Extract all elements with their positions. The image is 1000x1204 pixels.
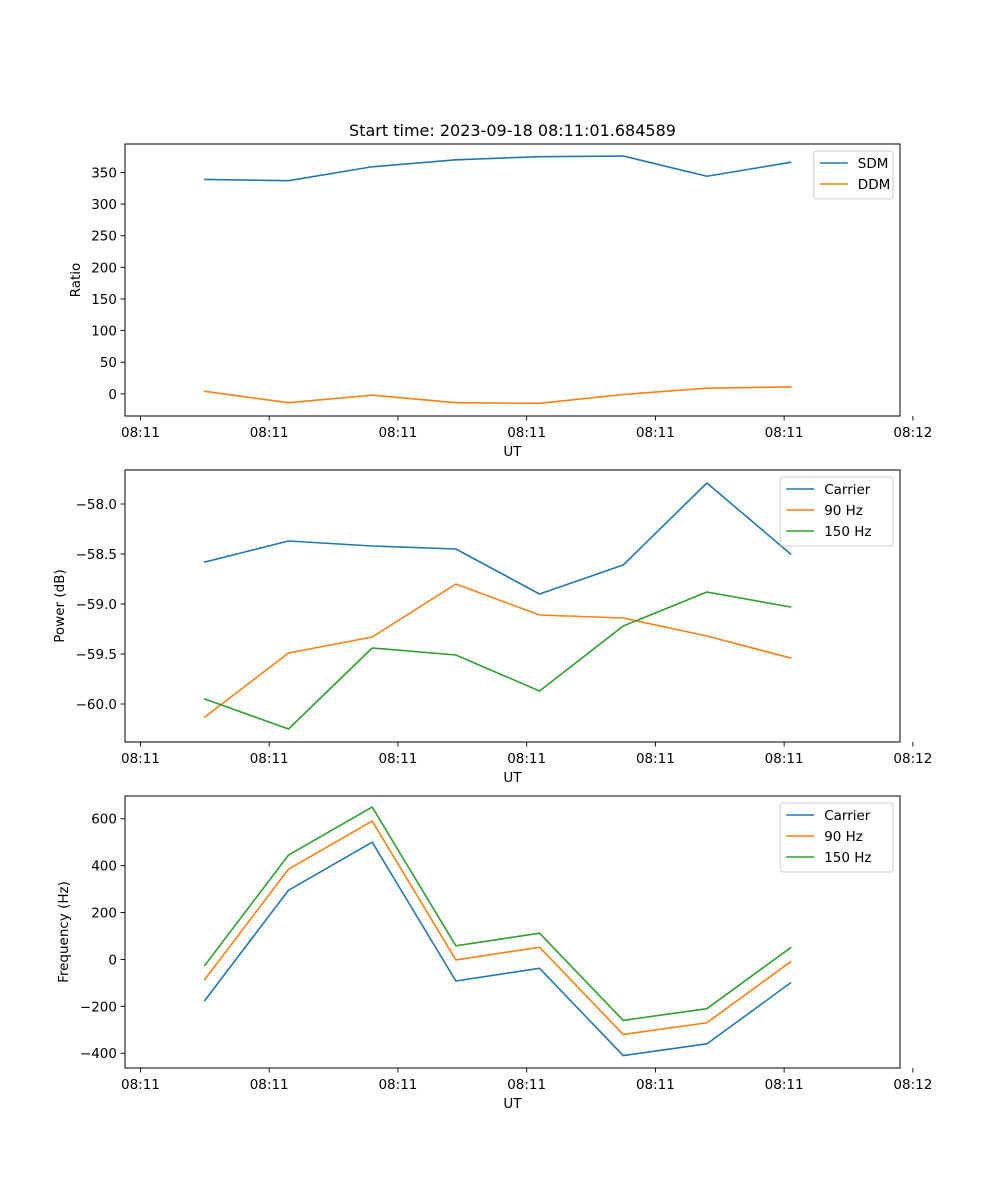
y-axis-label: Ratio (68, 263, 84, 298)
legend-box (779, 476, 894, 547)
x-axis-label: UT (503, 1096, 522, 1112)
legend: Carrier 90 Hz 150 Hz (779, 476, 894, 547)
legend-entry-label: 150 Hz (824, 524, 871, 540)
legend-entry-label: 90 Hz (824, 829, 863, 845)
series-line-ddm (203, 386, 792, 405)
x-tick-label: 08:11 (765, 751, 804, 767)
x-tick-label: 08:11 (765, 425, 804, 441)
legend-entry-label: Carrier (824, 808, 871, 824)
legend-box (779, 802, 894, 873)
series-line-sdm (204, 155, 792, 182)
x-tick-label: 08:11 (121, 425, 160, 441)
legend-entry-label: 150 Hz (824, 850, 871, 866)
x-tick-label: 08:12 (893, 425, 932, 441)
y-tick-label: 200 (91, 906, 117, 922)
x-tick-label: 08:12 (893, 1077, 932, 1093)
series-line-carrier (203, 482, 792, 595)
y-tick-label: 600 (91, 812, 117, 828)
legend-entry-label: Carrier (824, 482, 871, 498)
y-tick-label: 400 (91, 859, 117, 875)
y-tick-label: −59.0 (76, 597, 117, 613)
y-axis-label: Power (dB) (52, 569, 68, 642)
x-tick-label: 08:11 (378, 1077, 417, 1093)
legend-entry-label: DDM (858, 177, 890, 193)
y-tick-label: −400 (80, 1046, 117, 1062)
x-tick-label: 08:11 (765, 1077, 804, 1093)
series-line-150-hz (203, 806, 792, 1022)
x-tick-label: 08:12 (893, 751, 932, 767)
legend-entry-label: 90 Hz (824, 503, 863, 519)
chart-panel-1: 08:11 08:11 08:11 08:11 08:11 08:11 08:12 0 50 10… (68, 143, 932, 460)
series-line-150-hz (203, 591, 792, 730)
y-tick-label: −200 (80, 999, 117, 1015)
y-tick-label: −59.5 (76, 647, 117, 663)
legend-entry-label: SDM (858, 156, 889, 172)
x-tick-label: 08:11 (507, 1077, 546, 1093)
figure-title: Start time: 2023-09-18 08:11:01.684589 (349, 121, 676, 140)
y-tick-label: 0 (108, 387, 117, 403)
y-tick-label: 50 (100, 355, 117, 371)
series-line-90-hz (203, 820, 792, 1036)
x-tick-label: 08:11 (507, 425, 546, 441)
x-tick-label: 08:11 (636, 1077, 675, 1093)
y-tick-label: −58.5 (76, 547, 117, 563)
x-axis-label: UT (503, 444, 522, 460)
x-tick-label: 08:11 (250, 1077, 289, 1093)
x-tick-label: 08:11 (250, 425, 289, 441)
y-tick-label: 0 (108, 952, 117, 968)
legend: SDM DDM (813, 150, 894, 200)
y-tick-label: 350 (91, 165, 117, 181)
axes-frame (124, 143, 901, 417)
y-tick-label: −60.0 (76, 697, 117, 713)
axes-frame (124, 469, 901, 743)
x-tick-label: 08:11 (636, 425, 675, 441)
x-tick-label: 08:11 (250, 751, 289, 767)
axes-frame (124, 795, 901, 1069)
y-tick-label: 200 (91, 260, 117, 276)
chart-panel-2: 08:11 08:11 08:11 08:11 08:11 08:11 08:12 −60.0… (52, 469, 932, 786)
x-tick-label: 08:11 (121, 751, 160, 767)
x-tick-label: 08:11 (378, 425, 417, 441)
y-tick-label: 250 (91, 229, 117, 245)
x-tick-label: 08:11 (121, 1077, 160, 1093)
x-tick-label: 08:11 (507, 751, 546, 767)
series-line-90-hz (203, 583, 792, 719)
y-axis-label: Frequency (Hz) (56, 881, 72, 983)
y-tick-label: 150 (91, 292, 117, 308)
legend: Carrier 90 Hz 150 Hz (779, 802, 894, 873)
y-tick-label: −58.0 (76, 497, 117, 513)
x-tick-label: 08:11 (378, 751, 417, 767)
series-line-carrier (203, 841, 792, 1057)
y-tick-label: 100 (91, 324, 117, 340)
x-tick-label: 08:11 (636, 751, 675, 767)
y-tick-label: 300 (91, 197, 117, 213)
x-axis-label: UT (503, 770, 522, 786)
chart-panel-3: 08:11 08:11 08:11 08:11 08:11 08:11 08:12 −400 −… (56, 795, 932, 1112)
